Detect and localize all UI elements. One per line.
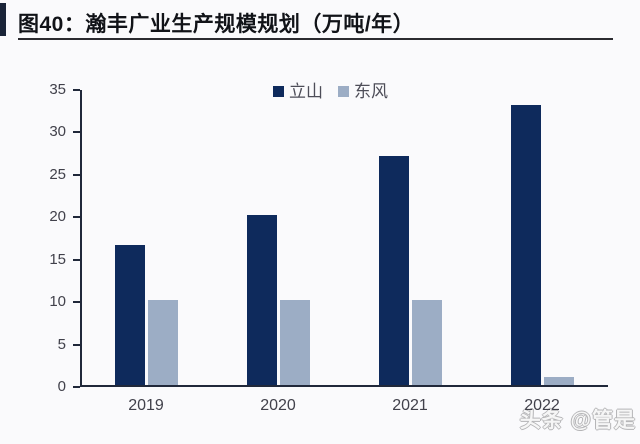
y-axis-label: 25 bbox=[49, 165, 66, 183]
x-axis-label-2021: 2021 bbox=[392, 397, 428, 414]
bar-东风-2020 bbox=[280, 300, 310, 385]
y-axis-tick bbox=[73, 386, 80, 388]
y-axis-tick bbox=[73, 173, 80, 176]
legend-label-lishan: 立山 bbox=[289, 82, 323, 101]
y-axis-tick bbox=[73, 301, 80, 304]
bar-立山-2021 bbox=[379, 155, 409, 385]
bar-东风-2019 bbox=[148, 300, 178, 385]
x-axis-label-2019: 2019 bbox=[128, 397, 164, 414]
chart-plot-area bbox=[73, 89, 608, 388]
watermark-text: 头条 @管是 bbox=[519, 409, 636, 432]
x-axis-label-2020: 2020 bbox=[260, 397, 296, 414]
legend-swatch-dongfeng bbox=[338, 86, 349, 97]
y-axis-tick bbox=[73, 258, 80, 261]
y-axis-tick bbox=[73, 343, 80, 346]
bar-立山-2019 bbox=[115, 245, 145, 385]
y-axis-label: 10 bbox=[49, 293, 66, 311]
legend-label-dongfeng: 东风 bbox=[354, 82, 388, 101]
y-axis-label: 15 bbox=[49, 250, 66, 268]
y-axis-tick bbox=[73, 131, 80, 134]
figure-title: 图40：瀚丰广业生产规模规划（万吨/年） bbox=[18, 13, 415, 36]
bar-立山-2022 bbox=[511, 104, 541, 385]
title-underline bbox=[18, 38, 613, 40]
y-axis-tick bbox=[73, 89, 80, 91]
chart-legend: 立山 东风 bbox=[273, 83, 388, 100]
bar-东风-2021 bbox=[412, 300, 442, 385]
y-axis-label: 5 bbox=[57, 335, 66, 353]
x-axis-label-2022: 2022 bbox=[524, 397, 560, 414]
legend-swatch-lishan bbox=[273, 86, 284, 97]
bar-立山-2020 bbox=[247, 215, 277, 385]
legend-item-lishan: 立山 bbox=[273, 83, 323, 100]
y-axis-label: 20 bbox=[49, 208, 66, 226]
y-axis-label: 30 bbox=[49, 123, 66, 141]
y-axis-label: 0 bbox=[57, 378, 66, 395]
legend-item-dongfeng: 东风 bbox=[338, 83, 388, 100]
title-left-bar bbox=[0, 3, 6, 36]
bar-东风-2022 bbox=[544, 376, 574, 385]
y-axis-label: 35 bbox=[49, 81, 66, 98]
y-axis-tick bbox=[73, 216, 80, 219]
